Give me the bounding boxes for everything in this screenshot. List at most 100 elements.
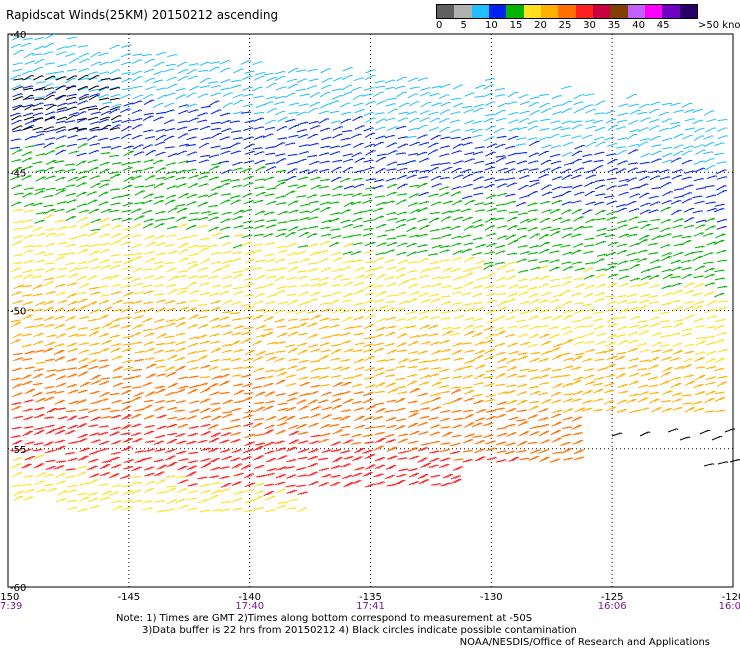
wind-barb (683, 145, 694, 150)
wind-barb (34, 169, 46, 173)
wind-barb (639, 431, 651, 437)
wind-barb (112, 308, 123, 312)
wind-barb (131, 256, 142, 262)
wind-barb (362, 199, 373, 204)
wind-barb (605, 234, 616, 238)
wind-barb (330, 441, 342, 447)
wind-barb (497, 102, 509, 108)
wind-barb (251, 340, 263, 346)
wind-barb (592, 408, 604, 412)
wind-barb (187, 261, 198, 265)
wind-barb (110, 254, 121, 257)
wind-barb (606, 300, 618, 306)
wind-barb (595, 100, 606, 106)
wind-barb (484, 183, 495, 189)
wind-barb (87, 359, 98, 365)
wind-barb (99, 242, 110, 246)
wind-barb (186, 136, 197, 141)
wind-barb (285, 382, 297, 387)
wind-barb (131, 208, 142, 214)
wind-barb (176, 301, 187, 305)
wind-barb (199, 340, 211, 345)
wind-barb (451, 242, 462, 247)
wind-barb (45, 137, 56, 141)
wind-barb (143, 159, 155, 163)
wind-barb (494, 109, 506, 116)
wind-barb (277, 228, 288, 232)
wind-barb (233, 225, 244, 229)
wind-barb (584, 190, 596, 197)
wind-barb (693, 160, 705, 165)
wind-barb (56, 51, 67, 56)
wind-barb (332, 274, 344, 281)
wind-barb (419, 268, 431, 274)
wind-barb (715, 233, 726, 239)
wind-barb (386, 237, 397, 240)
latitude-label: -40 (10, 30, 26, 41)
wind-barb (538, 283, 550, 289)
wind-barb (428, 127, 440, 132)
wind-barb (199, 77, 211, 84)
wind-barb (12, 274, 23, 280)
wind-barb (571, 416, 583, 422)
wind-barb (519, 457, 530, 461)
wind-barb (222, 102, 233, 109)
wind-barb (230, 432, 242, 437)
wind-barb (662, 146, 673, 150)
wind-barb (111, 224, 122, 230)
wind-barb (616, 294, 628, 298)
wind-barb (552, 243, 563, 247)
wind-barb (167, 383, 179, 389)
wind-barb (506, 101, 518, 105)
wind-barb (628, 226, 639, 230)
wind-barb (605, 118, 617, 124)
wind-barb (111, 464, 122, 469)
wind-barb (342, 158, 354, 163)
wind-barb (563, 357, 574, 362)
wind-barb (629, 193, 640, 198)
wind-barb (376, 153, 388, 157)
wind-barb (541, 209, 552, 214)
wind-barb (330, 176, 342, 182)
wind-barb (397, 167, 408, 172)
wind-barb (340, 433, 351, 437)
wind-barb (320, 84, 332, 90)
wind-barb (320, 335, 332, 340)
wind-barb (464, 308, 475, 313)
wind-barb (77, 433, 89, 439)
wind-barb (275, 481, 286, 486)
wind-barb (86, 191, 98, 196)
wind-barb (342, 281, 354, 287)
wind-barb (90, 228, 101, 232)
wind-barb (331, 95, 343, 100)
wind-barb (695, 187, 707, 190)
wind-barb (438, 368, 450, 373)
wind-barb (518, 269, 529, 273)
wind-barb (704, 282, 716, 287)
wind-barb (450, 225, 461, 231)
wind-barb (474, 349, 486, 355)
wind-barb (277, 117, 288, 123)
wind-barb (154, 500, 166, 503)
wind-barb (277, 501, 289, 505)
wind-barb (111, 500, 122, 504)
wind-barb (78, 53, 90, 58)
wind-barb (188, 244, 199, 249)
wind-barb (661, 356, 672, 361)
wind-barb (76, 465, 88, 470)
wind-barb (418, 257, 429, 264)
wind-barb (186, 168, 197, 172)
wind-barb (352, 325, 363, 329)
wind-barb (464, 433, 475, 438)
wind-barb (186, 69, 198, 75)
wind-barb (385, 331, 396, 337)
wind-barb (328, 100, 340, 105)
wind-barb (431, 183, 443, 188)
wind-barb (595, 141, 606, 147)
wind-barb (461, 168, 472, 173)
wind-barb (494, 342, 506, 348)
wind-barb (592, 317, 604, 323)
wind-barb (607, 167, 619, 173)
wind-barb (200, 447, 212, 451)
